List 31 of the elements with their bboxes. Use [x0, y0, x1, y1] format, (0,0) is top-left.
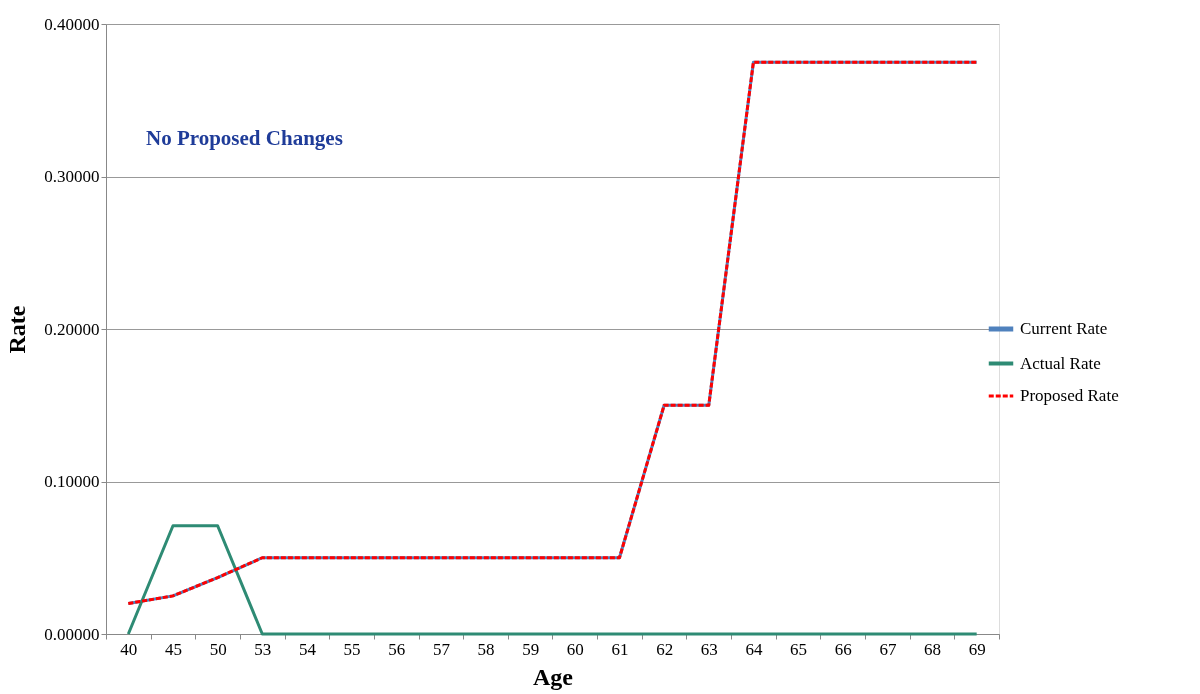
x-tick-label: 45 [164, 639, 182, 659]
y-tick-label: 0.30000 [44, 167, 100, 186]
x-tick-label: 58 [477, 639, 495, 659]
x-tick-label: 63 [700, 639, 718, 659]
legend-label: Actual Rate [1020, 353, 1101, 373]
x-tick-label: 61 [611, 639, 629, 659]
x-tick-label: 54 [298, 639, 317, 659]
y-tick-label: 0.20000 [44, 319, 100, 339]
x-tick-label: 64 [745, 639, 763, 659]
annotation: No Proposed Changes [146, 126, 343, 150]
x-tick-label: 67 [879, 639, 897, 659]
legend-label: Proposed Rate [1020, 386, 1119, 405]
x-tick-label: 68 [924, 639, 942, 659]
x-tick-label: 56 [388, 639, 406, 659]
x-tick-label: 57 [432, 639, 451, 659]
x-tick-label: 50 [209, 639, 227, 659]
x-tick-label: 40 [120, 639, 138, 659]
x-tick-label: 55 [343, 639, 361, 659]
y-tick-label: 0.10000 [44, 472, 100, 491]
legend-label: Current Rate [1020, 319, 1108, 338]
y-tick-label: 0.00000 [44, 624, 100, 644]
y-axis-title: Rate [4, 305, 31, 354]
x-tick-label: 53 [254, 639, 272, 659]
x-tick-label: 66 [834, 639, 852, 659]
x-tick-label: 65 [790, 639, 808, 659]
x-tick-label: 60 [566, 639, 584, 659]
x-tick-label: 59 [522, 639, 540, 659]
x-tick-label: 69 [968, 639, 986, 659]
x-tick-label: 62 [656, 639, 674, 659]
x-axis-title: Age [533, 663, 574, 690]
y-tick-label: 0.40000 [44, 14, 100, 34]
